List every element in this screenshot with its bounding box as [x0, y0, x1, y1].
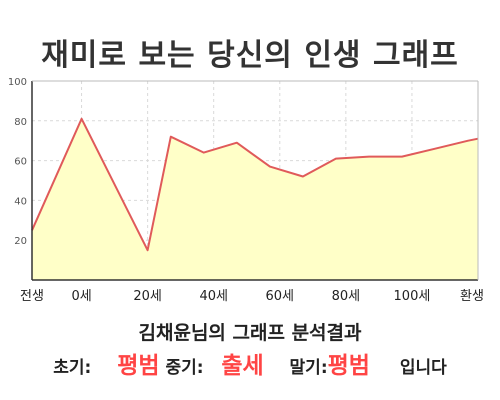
axis-layer: [31, 80, 479, 281]
tick-layer: 20 40 60 80 100 전생 0세 20세 40세 60세 80세 100세 환생: [8, 77, 484, 304]
y-tick-label: 40: [14, 196, 27, 207]
life-area-fill: [32, 118, 478, 280]
x-tick-label: 60세: [266, 289, 295, 304]
y-tick-label: 100: [8, 77, 27, 88]
early-value: 평범: [117, 353, 160, 379]
x-tick-label: 전생: [20, 289, 44, 304]
middle-value: 출세: [221, 353, 264, 379]
middle-label: 중기:: [165, 358, 204, 378]
y-tick-label: 20: [14, 236, 27, 247]
late-label: 말기:: [289, 358, 328, 378]
x-tick-label: 20세: [133, 289, 162, 304]
y-tick-label: 60: [14, 157, 27, 168]
ending-text: 입니다: [399, 358, 447, 378]
life-series-line: [31, 117, 479, 252]
area-layer: [31, 117, 479, 280]
y-tick-label: 80: [14, 117, 27, 128]
late-value: 평범: [327, 353, 370, 379]
analysis-heading: 김채윤님의 그래프 분석결과: [138, 322, 362, 344]
x-tick-label: 0세: [71, 289, 91, 304]
x-tick-label: 80세: [332, 289, 361, 304]
x-tick-label: 환생: [460, 289, 484, 304]
early-label: 초기:: [53, 358, 92, 378]
x-tick-label: 40세: [199, 289, 228, 304]
x-tick-label: 100세: [394, 289, 431, 304]
analysis-result-line: 초기: 평범 중기: 출세 말기:평범 입니다: [0, 346, 500, 380]
page-title: 재미로 보는 당신의 인생 그래프: [41, 38, 459, 73]
